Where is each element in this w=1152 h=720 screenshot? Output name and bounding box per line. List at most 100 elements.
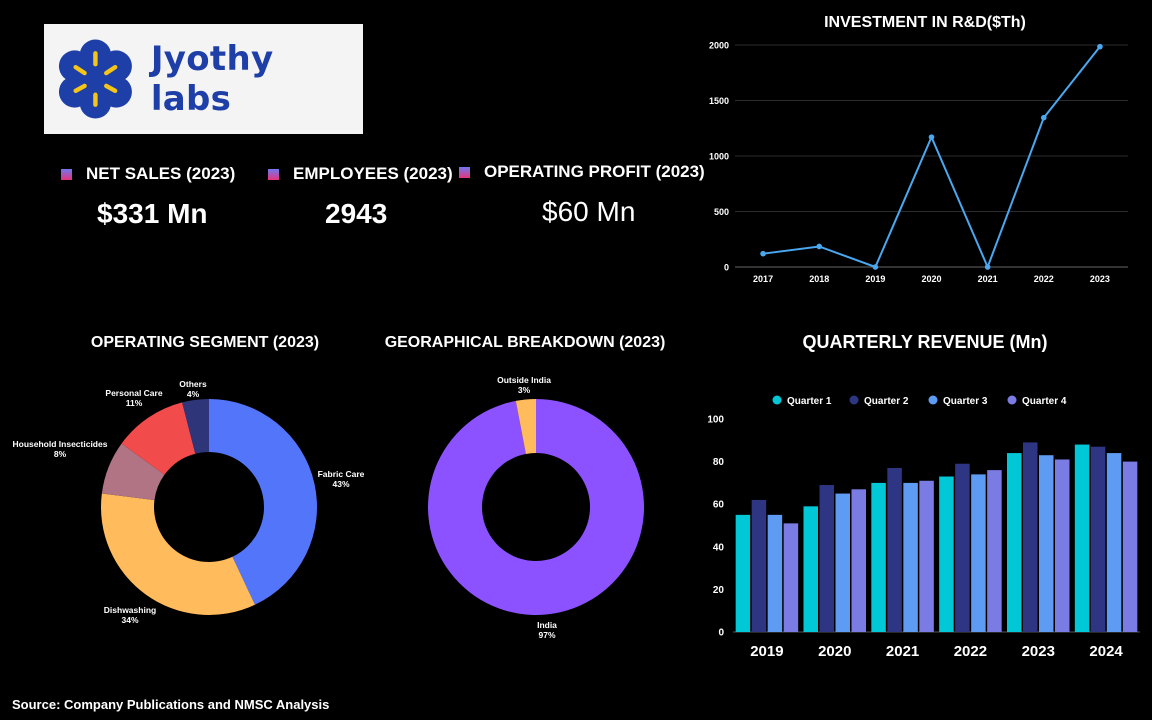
bar: [971, 474, 986, 632]
y-tick-label: 500: [714, 207, 729, 217]
geo-chart-title: GEORAPHICAL BREAKDOWN (2023): [384, 334, 666, 351]
bar: [803, 506, 818, 632]
bar: [987, 470, 1002, 632]
bar: [939, 476, 954, 632]
revenue-bar-chart: 0 20 40 60 80 100 2019 2020 2021 2022 2023 2024 Quar…: [707, 395, 1140, 660]
bar: [1007, 453, 1022, 632]
bar: [835, 493, 850, 632]
kpi-operating-profit: OPERATING PROFIT (2023): [459, 162, 705, 182]
rnd-line-chart: 0 500 1000 1500 2000 2017 2018 2019 2020 2021 2022…: [709, 41, 1128, 284]
bar: [819, 485, 834, 632]
bar: [767, 514, 783, 632]
data-point: [816, 243, 823, 250]
x-tick-label: 2022: [1034, 274, 1054, 284]
bar: [871, 482, 886, 632]
donut-slice: [209, 399, 317, 605]
donut-slice: [428, 399, 644, 615]
kpi-label: NET SALES (2023): [86, 164, 236, 183]
legend-label: Quarter 4: [1022, 396, 1067, 407]
bar: [1106, 453, 1122, 632]
x-tick-label: 2020: [921, 274, 941, 284]
data-point: [928, 134, 935, 140]
slice-label: India: [537, 620, 557, 630]
bar: [903, 482, 918, 632]
bullet-square-icon: [61, 168, 72, 180]
bar: [919, 480, 934, 632]
slice-label: Personal Care: [105, 388, 162, 398]
y-tick-label: 1500: [709, 96, 729, 106]
kpi-value-employees: 2943: [325, 198, 388, 229]
slice-value-label: 97%: [538, 630, 555, 640]
kpi-value-operating-profit: $60 Mn: [542, 196, 636, 227]
donut-slice: [182, 399, 209, 454]
slice-label: Fabric Care: [318, 469, 365, 479]
bar: [1122, 461, 1138, 632]
slice-label: Household Insecticides: [13, 439, 108, 449]
data-point: [1040, 114, 1047, 121]
donut-slice: [101, 493, 255, 615]
kpi-label: EMPLOYEES (2023): [293, 164, 453, 183]
y-tick-label: 60: [713, 500, 725, 511]
bar: [751, 499, 767, 632]
legend-label: Quarter 1: [787, 396, 832, 407]
legend-label: Quarter 3: [943, 396, 988, 407]
x-tick-label: 2023: [1090, 274, 1110, 284]
donut-slice: [515, 399, 536, 454]
x-tick-label: 2018: [809, 274, 829, 284]
y-tick-label: 0: [718, 628, 724, 639]
data-point: [984, 264, 991, 270]
bullet-square-icon: [459, 166, 470, 178]
x-tick-label: 2022: [954, 643, 987, 660]
donut-slice: [121, 402, 196, 475]
y-tick-label: 40: [713, 542, 725, 553]
data-point: [760, 250, 766, 257]
donut-slice: [101, 443, 165, 501]
legend-label: Quarter 2: [864, 396, 909, 407]
slice-value-label: 43%: [332, 479, 349, 489]
source-note: Source: Company Publications and NMSC An…: [12, 697, 330, 712]
bar: [955, 463, 970, 632]
slice-value-label: 4%: [187, 389, 200, 399]
bar: [887, 467, 902, 632]
slice-label: Outside India: [497, 375, 551, 385]
y-tick-label: 0: [724, 263, 729, 273]
rnd-chart-title: INVESTMENT IN R&D($Th): [824, 14, 1026, 31]
data-point: [1097, 43, 1103, 50]
logo-text: Jyothy labs: [150, 39, 274, 119]
legend-marker: [849, 395, 859, 405]
bullet-square-icon: [268, 168, 279, 180]
legend-marker: [1007, 395, 1017, 405]
x-tick-label: 2021: [978, 274, 998, 284]
y-tick-label: 1000: [709, 152, 729, 162]
bar: [851, 489, 866, 632]
legend-marker: [928, 395, 938, 405]
revenue-chart-title: QUARTERLY REVENUE (Mn): [802, 332, 1048, 352]
bar: [1039, 455, 1054, 632]
segment-chart-title: OPERATING SEGMENT (2023): [90, 334, 320, 351]
slice-value-label: 3%: [518, 385, 531, 395]
bar: [1090, 446, 1106, 632]
slice-label: Dishwashing: [104, 605, 156, 615]
x-tick-label: 2017: [753, 274, 773, 284]
kpi-label: OPERATING PROFIT (2023): [484, 162, 705, 181]
kpi-net-sales: NET SALES (2023): [61, 164, 235, 184]
series-line: [762, 46, 1101, 270]
company-logo: Jyothy labs: [44, 24, 363, 134]
bar: [783, 523, 799, 632]
bar: [735, 514, 751, 632]
y-tick-label: 20: [713, 585, 725, 596]
slice-label: Others: [179, 379, 207, 389]
data-point: [872, 264, 879, 270]
kpi-employees: EMPLOYEES (2023): [268, 164, 453, 184]
slice-value-label: 11%: [126, 398, 143, 408]
x-tick-label: 2019: [750, 643, 783, 660]
x-tick-label: 2019: [865, 274, 885, 284]
y-tick-label: 2000: [709, 41, 729, 51]
flower-logo-icon: [58, 39, 132, 119]
slice-value-label: 8%: [54, 449, 67, 459]
x-tick-label: 2020: [818, 643, 851, 660]
y-tick-label: 100: [707, 415, 724, 426]
bar: [1023, 442, 1038, 632]
